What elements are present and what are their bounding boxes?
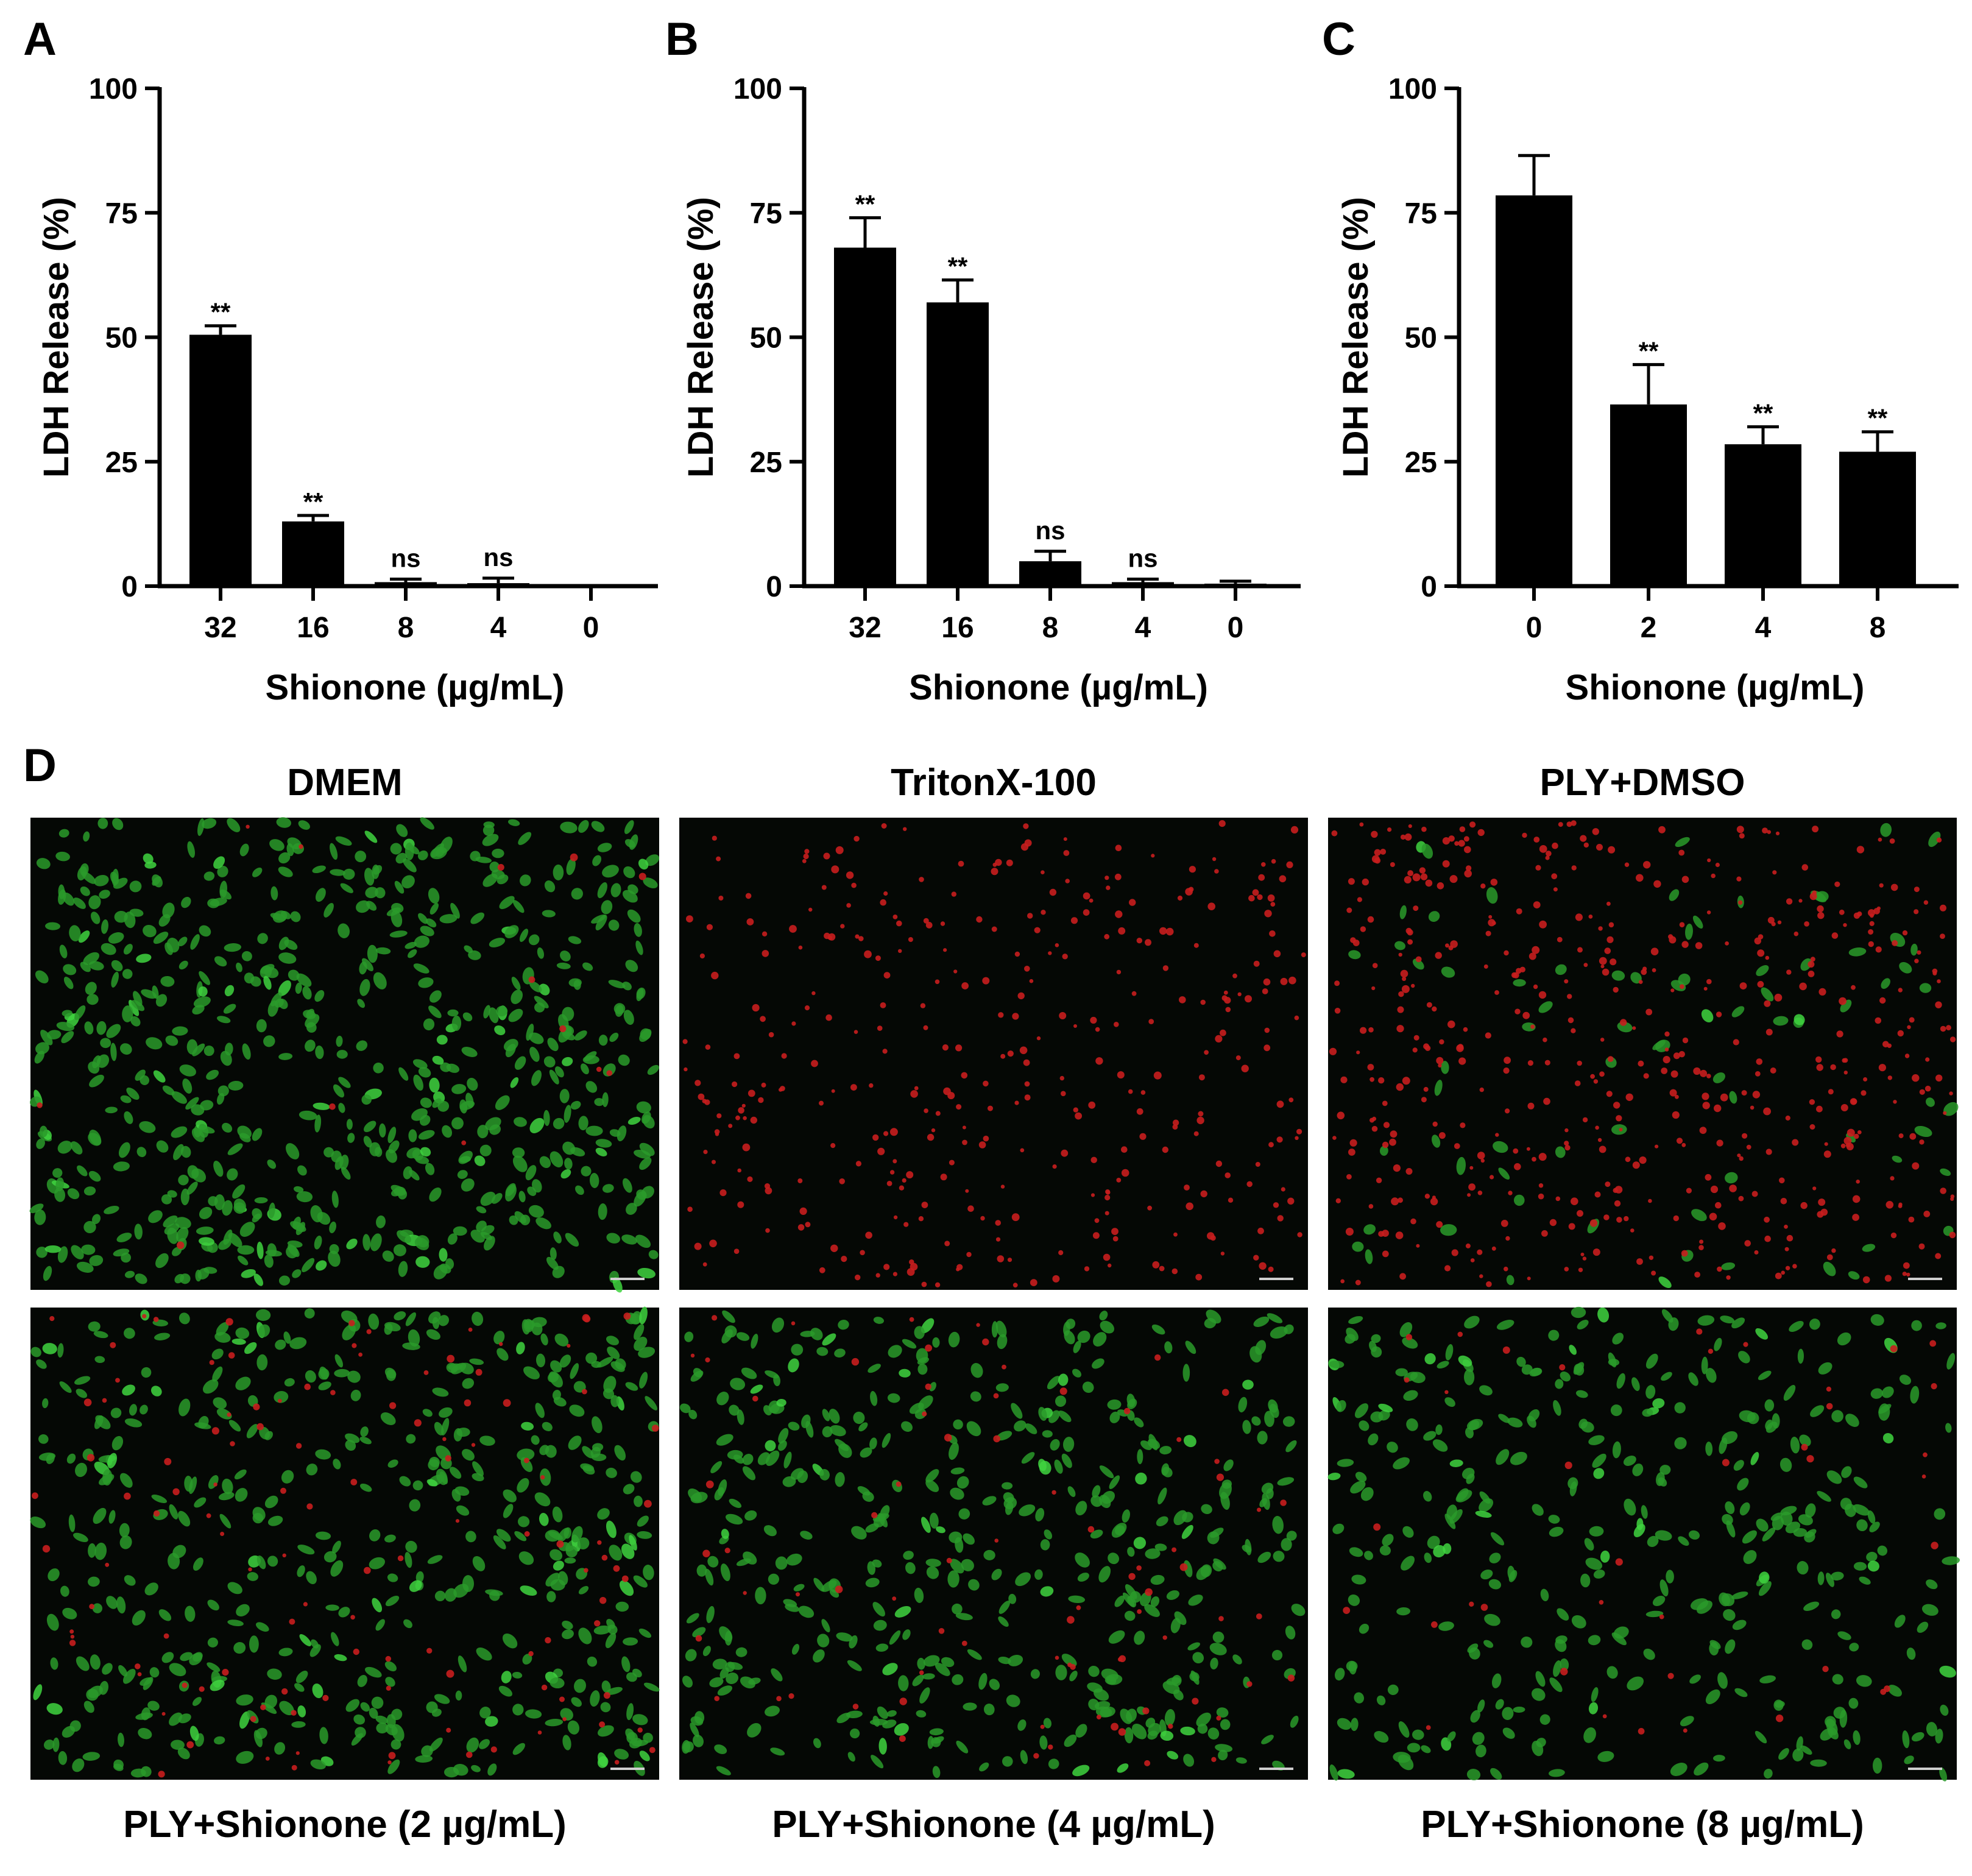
bar bbox=[1496, 195, 1572, 586]
bar bbox=[834, 247, 896, 586]
chart-c: 0 25 50 75 100 0 2 ** 4 ** 8 ** Shionone (µg/mL) LDH … bbox=[1336, 73, 1959, 707]
y-tick-label: 50 bbox=[105, 322, 138, 355]
panel-letter-d: D bbox=[23, 740, 57, 791]
y-tick-label: 50 bbox=[750, 322, 782, 355]
y-tick-label: 25 bbox=[105, 447, 138, 479]
x-axis-title: Shionone (µg/mL) bbox=[1566, 668, 1865, 707]
y-tick-label: 100 bbox=[89, 73, 138, 105]
x-tick-label: 8 bbox=[1042, 612, 1059, 644]
micrograph-background bbox=[679, 818, 1308, 1290]
scale-bar bbox=[1908, 1768, 1942, 1770]
y-tick-label: 25 bbox=[750, 447, 782, 479]
x-tick-label: 32 bbox=[204, 612, 236, 644]
x-tick-label: 16 bbox=[941, 612, 974, 644]
y-tick-label: 100 bbox=[733, 73, 782, 105]
bar bbox=[375, 582, 437, 586]
y-tick-label: 0 bbox=[121, 571, 138, 603]
panel-letter-c: C bbox=[1322, 13, 1355, 65]
bar bbox=[1019, 561, 1081, 586]
bar bbox=[282, 521, 344, 586]
y-tick-label: 50 bbox=[1405, 322, 1437, 355]
bar bbox=[1112, 582, 1174, 586]
x-tick-label: 4 bbox=[1135, 612, 1151, 644]
significance-label: ns bbox=[1128, 544, 1157, 573]
micrograph-ply-dmso bbox=[1328, 818, 1959, 1290]
x-tick-label: 8 bbox=[398, 612, 414, 644]
bar bbox=[927, 302, 989, 586]
cell-stain bbox=[679, 1309, 1306, 1779]
cell-stain bbox=[1327, 1306, 1960, 1782]
micrograph-background bbox=[1328, 818, 1957, 1290]
x-tick-label: 0 bbox=[583, 612, 599, 644]
micrograph-dmem bbox=[29, 817, 660, 1293]
significance-label: ** bbox=[303, 487, 323, 516]
bar bbox=[1204, 583, 1267, 586]
significance-label: ** bbox=[1639, 336, 1659, 365]
x-tick-label: 0 bbox=[1228, 612, 1244, 644]
significance-label: ** bbox=[1753, 399, 1773, 428]
micrograph-triton bbox=[679, 818, 1308, 1290]
significance-label: ** bbox=[948, 252, 968, 281]
cell-stain bbox=[682, 820, 1306, 1288]
y-tick-label: 0 bbox=[1421, 571, 1437, 603]
y-tick-label: 75 bbox=[1405, 197, 1437, 230]
scale-bar bbox=[1259, 1278, 1293, 1280]
micrograph-title: PLY+Shionone (2 µg/mL) bbox=[123, 1803, 567, 1846]
micrograph-ply-s4 bbox=[679, 1308, 1308, 1780]
bar bbox=[467, 583, 529, 586]
x-tick-label: 32 bbox=[849, 612, 881, 644]
bar bbox=[1725, 444, 1801, 586]
y-tick-label: 75 bbox=[105, 197, 138, 230]
scale-bar bbox=[1908, 1278, 1942, 1280]
panel-letter-a: A bbox=[23, 13, 57, 65]
micrograph-title: PLY+DMSO bbox=[1539, 762, 1745, 804]
significance-label: ** bbox=[855, 189, 875, 218]
x-tick-label: 2 bbox=[1641, 612, 1657, 644]
micrograph-title: PLY+Shionone (8 µg/mL) bbox=[1421, 1803, 1864, 1846]
y-tick-label: 100 bbox=[1388, 73, 1437, 105]
bar bbox=[189, 334, 252, 586]
micrograph-title: TritonX-100 bbox=[891, 762, 1097, 804]
cell-stain bbox=[1329, 820, 1959, 1289]
y-tick-label: 25 bbox=[1405, 447, 1437, 479]
scale-bar bbox=[610, 1278, 645, 1280]
x-tick-label: 8 bbox=[1870, 612, 1886, 644]
scale-bar bbox=[1259, 1768, 1293, 1770]
y-axis-title: LDH Release (%) bbox=[681, 197, 721, 478]
y-axis-title: LDH Release (%) bbox=[37, 197, 76, 478]
micrograph-background bbox=[679, 1308, 1308, 1780]
micrograph-ply-s2 bbox=[30, 1306, 660, 1780]
bar bbox=[1839, 451, 1916, 586]
significance-label: ** bbox=[211, 298, 231, 327]
x-tick-label: 4 bbox=[490, 612, 507, 644]
significance-label: ns bbox=[1035, 516, 1065, 545]
x-tick-label: 0 bbox=[1526, 612, 1543, 644]
chart-b: 0 25 50 75 100 32 ** 16 ** 8 ns 4 ns 0 Shionone (µg/mL… bbox=[681, 73, 1301, 707]
significance-label: ns bbox=[391, 544, 420, 573]
cell-stain bbox=[29, 817, 660, 1293]
significance-label: ** bbox=[1868, 404, 1888, 433]
bar bbox=[1610, 404, 1687, 586]
y-tick-label: 0 bbox=[766, 571, 782, 603]
cell-stain bbox=[30, 1306, 660, 1778]
panel-letter-b: B bbox=[665, 13, 699, 65]
x-tick-label: 4 bbox=[1755, 612, 1772, 644]
scale-bar bbox=[610, 1768, 645, 1770]
micrograph-title: DMEM bbox=[287, 762, 402, 804]
y-axis-title: LDH Release (%) bbox=[1336, 197, 1376, 478]
micrograph-title: PLY+Shionone (4 µg/mL) bbox=[772, 1803, 1215, 1846]
x-axis-title: Shionone (µg/mL) bbox=[909, 668, 1208, 707]
micrograph-grid: DMEM TritonX-100 PLY+DMSO PLY+Shionone (2 µ… bbox=[29, 762, 1960, 1846]
micrograph-background bbox=[30, 1308, 659, 1780]
chart-a: 0 25 50 75 100 32 ** 16 ** 8 ns 4 ns 0 Shionone (µg/mL… bbox=[37, 73, 658, 707]
x-tick-label: 16 bbox=[297, 612, 329, 644]
y-tick-label: 75 bbox=[750, 197, 782, 230]
micrograph-ply-s8 bbox=[1327, 1306, 1960, 1782]
x-axis-title: Shionone (µg/mL) bbox=[266, 668, 565, 707]
significance-label: ns bbox=[483, 543, 513, 572]
